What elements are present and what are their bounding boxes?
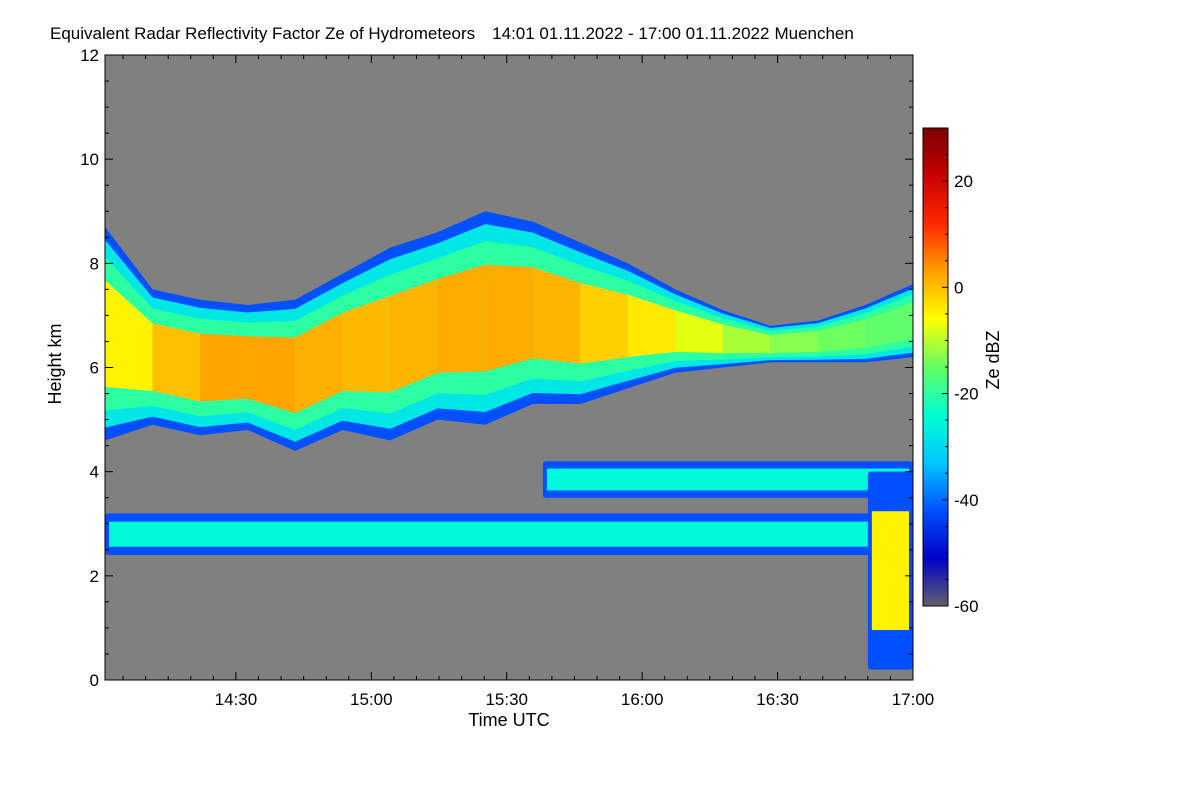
layer-core-segment [675, 310, 723, 354]
y-tick-label: 10 [80, 150, 99, 169]
layer-core [871, 511, 909, 630]
mid-cloud-layer [542, 461, 913, 498]
chart-title: Equivalent Radar Reflectivity Factor Ze … [50, 24, 854, 43]
colorbar-ticks: 20 0 -20 -40 -60 [942, 127, 979, 616]
colorbar-tick-label: 0 [954, 278, 963, 297]
y-tick-label: 0 [90, 671, 99, 690]
layer-core-segment [865, 302, 913, 348]
layer-core-segment [200, 333, 248, 402]
colorbar: 20 0 -20 -40 -60 Ze dBZ [922, 127, 1003, 616]
layer-core-segment [580, 282, 628, 364]
colorbar-label: Ze dBZ [983, 330, 1003, 389]
layer-core-segment [247, 336, 296, 414]
layer-core-segment [342, 295, 391, 393]
x-tick-label: 17:00 [892, 690, 935, 709]
cloud-layers [105, 211, 913, 670]
layer-core-segment [722, 324, 771, 354]
plot-area [104, 54, 914, 681]
upper-cloud-layer [105, 211, 913, 451]
x-tick-label: 16:30 [756, 690, 799, 709]
layer-core-segment [390, 278, 438, 393]
layer-core-segment [485, 264, 533, 372]
x-tick-label: 16:00 [621, 690, 664, 709]
y-axis-label: Height km [45, 323, 65, 404]
layer-core [546, 468, 909, 491]
colorbar-tick-label: -20 [954, 385, 979, 404]
x-tick-label: 15:00 [350, 690, 393, 709]
x-axis: 14:30 15:00 15:30 16:00 16:30 17:00 [122, 55, 935, 709]
colorbar-tick-label: -40 [954, 491, 979, 510]
layer-core [109, 521, 909, 547]
y-tick-label: 4 [90, 463, 99, 482]
y-tick-label: 6 [90, 359, 99, 378]
layer-core-segment [532, 267, 581, 364]
layer-core-segment [627, 294, 676, 358]
colorbar-tick-label: -60 [954, 597, 979, 616]
x-axis-label: Time UTC [468, 710, 549, 730]
colorbar-bar [922, 127, 949, 607]
precipitation-shaft [867, 471, 913, 670]
layer-core-segment [295, 312, 343, 414]
colorbar-tick-label: 20 [954, 172, 973, 191]
y-tick-label: 8 [90, 254, 99, 273]
layer-core-segment [437, 264, 486, 373]
y-tick-label: 2 [90, 567, 99, 586]
layer-core-segment [817, 319, 866, 352]
x-tick-label: 14:30 [215, 690, 258, 709]
y-tick-label: 12 [80, 46, 99, 65]
layer-core-segment [152, 323, 201, 402]
y-axis: 0 2 4 6 8 10 12 [80, 46, 913, 690]
layer-core-segment [105, 280, 153, 391]
x-tick-label: 15:30 [485, 690, 528, 709]
layer-core-segment [770, 331, 818, 354]
lower-cloud-band [105, 513, 913, 555]
